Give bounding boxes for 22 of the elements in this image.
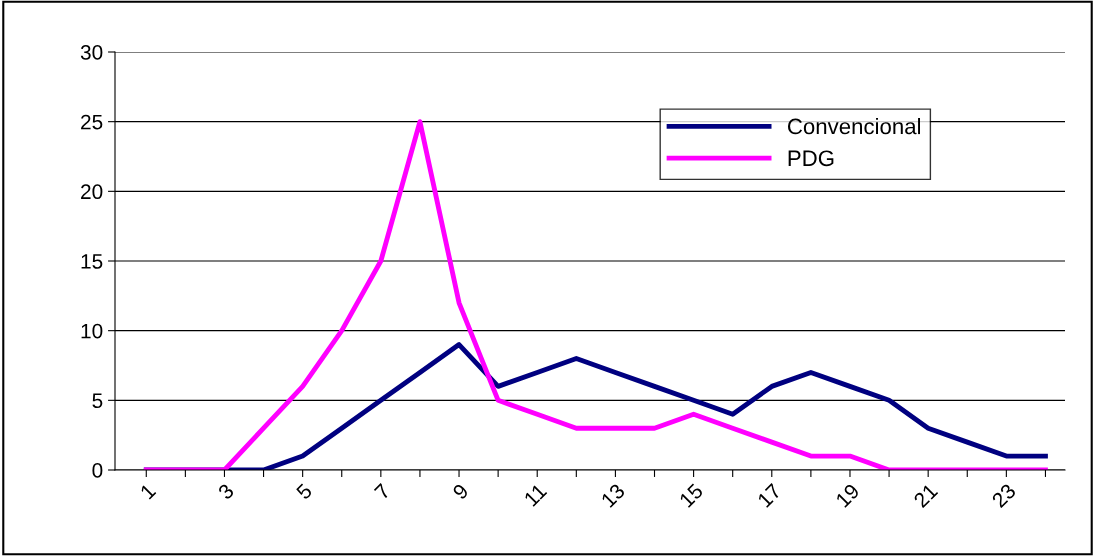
y-tick-label: 5 bbox=[92, 393, 103, 409]
x-tick-label: 19 bbox=[835, 482, 861, 508]
y-tick-label: 10 bbox=[81, 323, 103, 339]
y-tick-label: 15 bbox=[81, 254, 103, 269]
y-tick-label: 0 bbox=[92, 463, 103, 478]
x-tick-label: 13 bbox=[600, 482, 626, 508]
x-tick-label: 23 bbox=[991, 482, 1017, 509]
y-tick-label: 30 bbox=[80, 45, 103, 60]
y-tick-label: 20 bbox=[81, 184, 103, 200]
legend-label: PDG bbox=[788, 150, 834, 167]
x-tick-label: 9 bbox=[451, 482, 470, 501]
x-tick-label: 17 bbox=[757, 483, 782, 508]
x-tick-label: 3 bbox=[217, 482, 235, 501]
line-series bbox=[143, 119, 1048, 470]
x-tick-label: 7 bbox=[373, 483, 391, 500]
legend-label: Convencional bbox=[787, 117, 921, 135]
x-tick-label: 21 bbox=[912, 482, 939, 509]
y-tick-label: 25 bbox=[81, 114, 103, 130]
x-tick-label: 1 bbox=[139, 483, 157, 500]
x-tick-label: 15 bbox=[678, 482, 704, 508]
x-tick-label: 11 bbox=[523, 483, 548, 507]
x-tick-label: 5 bbox=[295, 482, 313, 501]
